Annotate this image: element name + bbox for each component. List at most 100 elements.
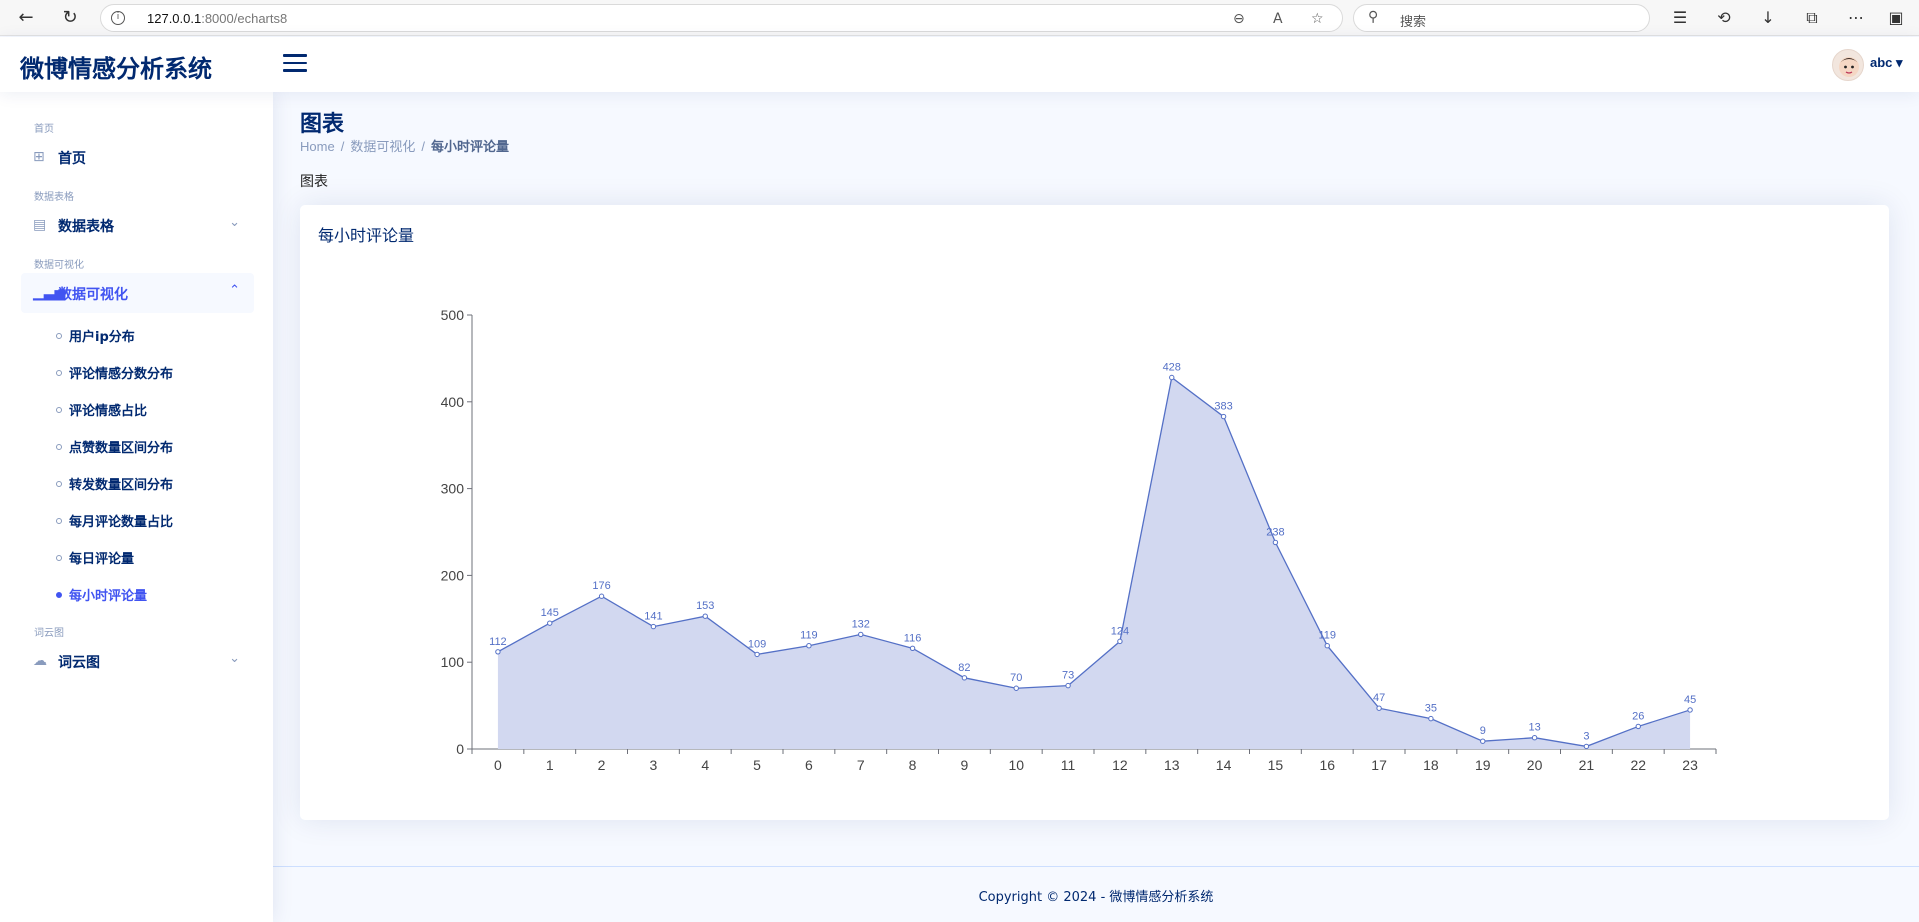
- x-tick-label: 23: [1682, 757, 1698, 773]
- read-aloud-icon[interactable]: A: [1273, 11, 1283, 27]
- data-label: 47: [1373, 692, 1385, 704]
- data-point: [598, 593, 605, 599]
- data-point: [1376, 705, 1382, 711]
- x-tick-label: 12: [1112, 757, 1128, 773]
- favorites-icon[interactable]: ☰: [1672, 8, 1688, 27]
- data-label: 35: [1425, 703, 1437, 715]
- x-tick-label: 19: [1475, 757, 1491, 773]
- y-tick-label: 300: [441, 481, 465, 497]
- search-placeholder: 搜索: [1400, 15, 1427, 30]
- sub-item-reposts[interactable]: 转发数量区间分布: [56, 474, 173, 494]
- table-icon: ▤: [33, 217, 47, 233]
- data-point: [650, 623, 657, 630]
- y-tick-label: 500: [441, 307, 465, 323]
- data-label: 13: [1528, 722, 1540, 734]
- reload-icon[interactable]: ↻: [62, 7, 78, 28]
- address-bar[interactable]: i 127.0.0.1:8000/echarts8 ⊖ A ☆: [100, 4, 1343, 32]
- circle-icon: [56, 518, 62, 524]
- sidebar-item-tables[interactable]: ▤ 数据表格 ⌄: [33, 215, 240, 235]
- data-point: [702, 613, 708, 619]
- x-tick-label: 15: [1268, 757, 1284, 773]
- sub-item-hourly[interactable]: 每小时评论量: [56, 585, 147, 605]
- chevron-up-icon: ⌃: [229, 283, 240, 298]
- avatar[interactable]: [1832, 49, 1864, 81]
- data-label: 9: [1480, 725, 1486, 737]
- data-label: 141: [644, 611, 662, 623]
- sub-item-sentiment-ratio[interactable]: 评论情感占比: [56, 400, 147, 420]
- data-point: [1065, 682, 1071, 689]
- data-point: [1635, 723, 1641, 730]
- y-tick-label: 0: [456, 741, 464, 757]
- data-label: 119: [1318, 630, 1336, 642]
- x-tick-label: 2: [598, 757, 606, 773]
- circle-icon: [56, 407, 62, 413]
- sub-item-sentiment-score[interactable]: 评论情感分数分布: [56, 363, 173, 383]
- download-icon[interactable]: ↓: [1761, 8, 1775, 27]
- site-info-icon[interactable]: i: [111, 11, 125, 25]
- breadcrumb-current: 每小时评论量: [430, 139, 509, 154]
- data-point: [1169, 374, 1175, 381]
- data-label: 176: [592, 580, 610, 592]
- x-tick-label: 17: [1371, 757, 1387, 773]
- data-point: [1117, 638, 1123, 645]
- data-point: [961, 675, 968, 681]
- sidebar-item-visualization[interactable]: ▁▃▅ 数据可视化 ⌃: [21, 273, 254, 313]
- x-tick-label: 13: [1164, 757, 1180, 773]
- sidebar-heading-home: 首页: [34, 124, 54, 135]
- sub-item-likes[interactable]: 点赞数量区间分布: [56, 437, 173, 457]
- sidebar-item-wordcloud[interactable]: ☁ 词云图 ⌄: [33, 651, 240, 671]
- history-icon[interactable]: ⟲: [1717, 8, 1731, 27]
- y-tick-label: 200: [441, 567, 465, 583]
- circle-icon: [56, 333, 62, 339]
- x-tick-label: 18: [1423, 757, 1439, 773]
- sub-item-monthly[interactable]: 每月评论数量占比: [56, 511, 173, 531]
- data-point: [1531, 735, 1538, 741]
- data-label: 383: [1214, 401, 1232, 413]
- browser-search-box[interactable]: ⚲ 搜索: [1353, 4, 1650, 32]
- app-logo[interactable]: 微博情感分析系统: [20, 55, 212, 83]
- menu-toggle-icon[interactable]: [283, 54, 307, 74]
- grid-icon: ⊞: [33, 149, 45, 165]
- browser-toolbar: ← ↻ i 127.0.0.1:8000/echarts8 ⊖ A ☆ ⚲ 搜索…: [0, 0, 1919, 36]
- circle-icon: [56, 370, 62, 376]
- y-tick-label: 400: [441, 394, 465, 410]
- sidebar-toggle-icon[interactable]: ▣: [1888, 8, 1904, 27]
- data-point: [1013, 685, 1019, 691]
- series-line: [497, 376, 1691, 748]
- x-tick-label: 21: [1579, 757, 1595, 773]
- x-tick-label: 7: [857, 757, 865, 773]
- data-point: [1272, 539, 1279, 546]
- breadcrumb-visualization[interactable]: 数据可视化: [350, 139, 416, 154]
- x-tick-label: 11: [1061, 757, 1076, 773]
- data-label: 119: [800, 630, 818, 642]
- x-tick-label: 9: [961, 757, 969, 773]
- breadcrumb-home[interactable]: Home: [300, 139, 335, 154]
- x-tick-label: 3: [650, 757, 658, 773]
- data-label: 82: [958, 662, 970, 674]
- chevron-down-icon: ⌄: [229, 651, 240, 666]
- chevron-down-icon: ⌄: [229, 215, 240, 230]
- circle-icon: [56, 592, 62, 598]
- x-tick-label: 20: [1527, 757, 1543, 773]
- card-title: 每小时评论量: [318, 226, 415, 245]
- data-point: [495, 649, 501, 655]
- user-menu[interactable]: abc ▾: [1870, 55, 1903, 70]
- more-icon[interactable]: ⋯: [1848, 8, 1864, 27]
- data-label: 70: [1010, 672, 1022, 684]
- sidebar-heading-wordcloud: 词云图: [34, 628, 64, 639]
- data-label: 116: [904, 632, 922, 644]
- sidebar-heading-visualization: 数据可视化: [34, 260, 84, 271]
- data-label: 3: [1583, 730, 1589, 742]
- screenshot-icon[interactable]: ⧉: [1806, 8, 1818, 27]
- data-point: [909, 645, 916, 652]
- data-label: 428: [1163, 361, 1181, 373]
- app-header: 微博情感分析系统 abc ▾: [0, 37, 1919, 92]
- url-text: 127.0.0.1:8000/echarts8: [147, 11, 288, 26]
- sub-item-daily[interactable]: 每日评论量: [56, 548, 134, 568]
- sub-item-ip[interactable]: 用户ip分布: [56, 326, 135, 346]
- back-icon[interactable]: ←: [18, 7, 34, 28]
- favorite-star-icon[interactable]: ☆: [1311, 11, 1324, 27]
- sidebar-item-home[interactable]: ⊞ 首页: [33, 149, 86, 167]
- zoom-icon[interactable]: ⊖: [1233, 11, 1245, 27]
